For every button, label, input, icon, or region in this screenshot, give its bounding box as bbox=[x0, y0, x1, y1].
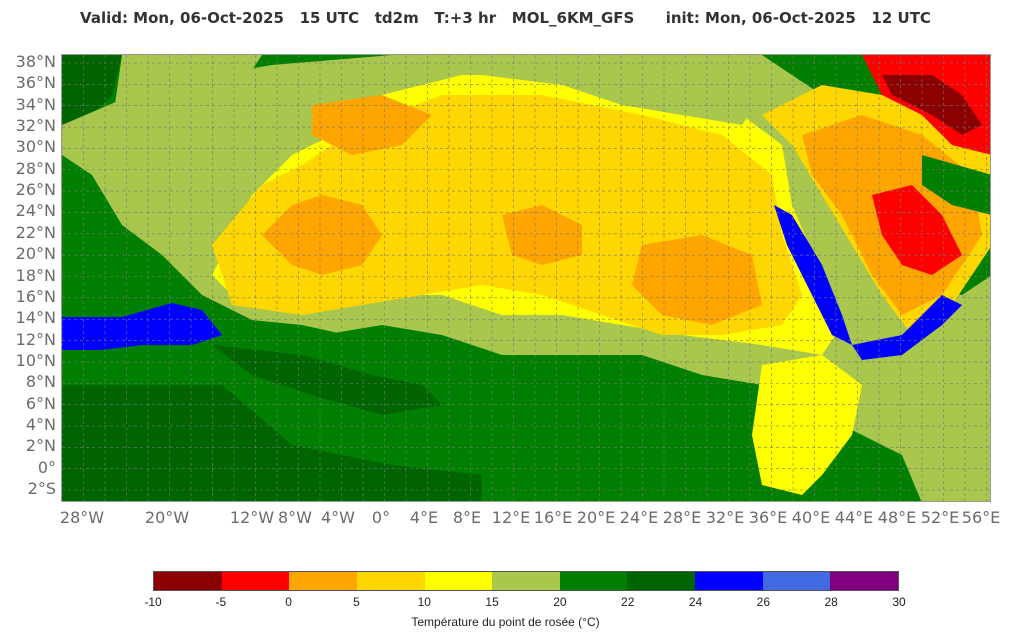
latitude-label: 14°N bbox=[15, 308, 56, 328]
atlantic-blue bbox=[62, 303, 222, 350]
colorbar-segment bbox=[695, 572, 763, 590]
sudan-orange bbox=[632, 235, 762, 325]
latitude-label: 30°N bbox=[15, 137, 56, 157]
west-africa-green bbox=[202, 315, 762, 475]
east-africa-yellow bbox=[752, 355, 862, 495]
colorbar-tick: -5 bbox=[215, 595, 227, 609]
latitude-label: 4°N bbox=[25, 414, 56, 434]
dewpoint-field bbox=[62, 55, 990, 501]
libya-orange bbox=[502, 205, 582, 265]
colorbar bbox=[153, 571, 899, 591]
longitude-label: 36°E bbox=[748, 508, 788, 527]
longitude-label: 20°W bbox=[144, 508, 190, 527]
colorbar-segment bbox=[424, 572, 493, 590]
longitude-label: 28°W bbox=[59, 508, 105, 527]
atlantic-south-darkgreen bbox=[62, 385, 482, 501]
latitude-label: 22°N bbox=[15, 222, 56, 242]
longitude-label: 12°E bbox=[491, 508, 531, 527]
latitude-label: 10°N bbox=[15, 350, 56, 370]
mediterranean-lightgreen bbox=[332, 60, 762, 125]
latitude-label: 26°N bbox=[15, 180, 56, 200]
colorbar-segment bbox=[221, 572, 290, 590]
colorbar-tick: 5 bbox=[353, 595, 360, 609]
latitude-label: 2°N bbox=[25, 436, 56, 456]
longitude-label: 24°E bbox=[619, 508, 659, 527]
latitude-label: 34°N bbox=[15, 94, 56, 114]
colorbar-tick: 0 bbox=[285, 595, 292, 609]
longitude-label: 20°E bbox=[576, 508, 616, 527]
latitude-label: 2°S bbox=[27, 479, 56, 498]
gulf-of-aden-blue bbox=[852, 295, 962, 360]
colorbar-segment bbox=[154, 572, 222, 590]
colorbar-segment bbox=[627, 572, 696, 590]
latitude-label: 8°N bbox=[25, 372, 56, 392]
latitude-label: 32°N bbox=[15, 116, 56, 136]
colorbar-segment bbox=[762, 572, 831, 590]
longitude-label: 52°E bbox=[920, 508, 960, 527]
latitude-label: 28°N bbox=[15, 158, 56, 178]
latitude-label: 18°N bbox=[15, 265, 56, 285]
latitude-label: 6°N bbox=[25, 393, 56, 413]
atlantic-darkgreen bbox=[62, 55, 122, 125]
latitude-label: 36°N bbox=[15, 73, 56, 93]
north-atlantic-lightgreen bbox=[102, 55, 262, 225]
longitude-label: 40°E bbox=[791, 508, 831, 527]
iran-darkred bbox=[882, 75, 982, 135]
colorbar-segment bbox=[356, 572, 425, 590]
red-sea-blue bbox=[774, 205, 852, 345]
colorbar-segment bbox=[289, 572, 357, 590]
dewpoint-map[interactable] bbox=[61, 54, 991, 502]
colorbar-label: Température du point de rosée (°C) bbox=[411, 615, 600, 629]
latitude-label: 38°N bbox=[15, 52, 56, 71]
longitude-label: 0° bbox=[371, 508, 391, 527]
longitude-label: 12°W bbox=[229, 508, 275, 527]
latitude-label: 16°N bbox=[15, 286, 56, 306]
longitude-label: 44°E bbox=[834, 508, 874, 527]
colorbar-segment bbox=[559, 572, 628, 590]
longitude-label: 32°E bbox=[705, 508, 745, 527]
colorbar-segment bbox=[492, 572, 560, 590]
map-title: Valid: Mon, 06-Oct-2025 15 UTC td2m T:+3… bbox=[80, 9, 931, 27]
colorbar-tick: 15 bbox=[485, 595, 499, 609]
longitude-label: 4°E bbox=[409, 508, 439, 527]
arabia-red bbox=[872, 185, 962, 275]
colorbar-tick: 10 bbox=[417, 595, 431, 609]
longitude-label: 8°E bbox=[452, 508, 482, 527]
longitude-label: 48°E bbox=[877, 508, 917, 527]
latitude-label: 20°N bbox=[15, 244, 56, 264]
gridlines bbox=[62, 55, 990, 501]
longitude-label: 8°W bbox=[278, 508, 312, 527]
colorbar-tick: 20 bbox=[553, 595, 567, 609]
colorbar-segment bbox=[830, 572, 899, 590]
colorbar-tick: 24 bbox=[688, 595, 703, 609]
latitude-label: 0° bbox=[37, 457, 56, 477]
colorbar-tick: 22 bbox=[621, 595, 635, 609]
longitude-label: 16°E bbox=[533, 508, 573, 527]
colorbar-tick: -10 bbox=[144, 595, 162, 609]
algeria-orange bbox=[312, 95, 432, 155]
colorbar-tick: 28 bbox=[824, 595, 838, 609]
longitude-label: 28°E bbox=[662, 508, 702, 527]
longitude-label: 4°W bbox=[321, 508, 355, 527]
longitude-label: 56°E bbox=[961, 508, 1001, 527]
colorbar-tick: 30 bbox=[892, 595, 906, 609]
latitude-label: 24°N bbox=[15, 201, 56, 221]
latitude-label: 12°N bbox=[15, 329, 56, 349]
colorbar-tick: 26 bbox=[756, 595, 771, 609]
